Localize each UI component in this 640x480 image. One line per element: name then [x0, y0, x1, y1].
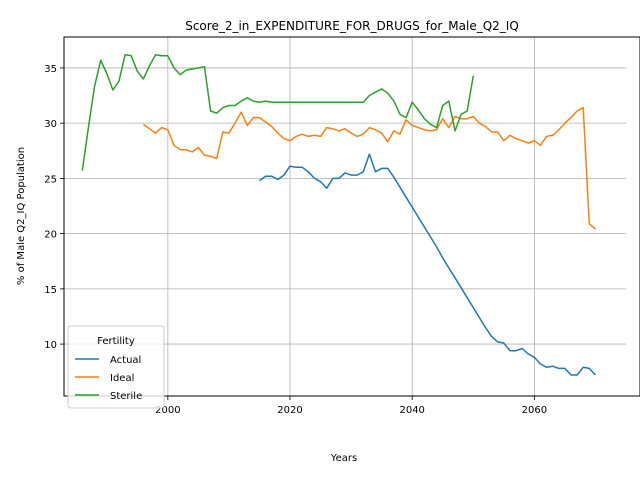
x-axis-label: Years: [330, 453, 357, 464]
series-line-sterile: [81, 53, 475, 171]
legend: Fertility Actual Ideal Sterile: [67, 325, 165, 409]
x-axis: 2000 2020 2040 2060: [155, 396, 547, 416]
legend-label-actual: Actual: [110, 355, 141, 366]
y-tick-label: 35: [44, 64, 57, 75]
grid: [64, 37, 626, 396]
legend-items: Actual Ideal Sterile: [75, 355, 142, 402]
x-tick-label: 2060: [522, 405, 547, 416]
x-tick-label: 2000: [155, 405, 180, 416]
series-line-ideal: [142, 106, 596, 230]
x-tick-label: 2040: [399, 405, 424, 416]
y-tick-label: 30: [44, 119, 57, 130]
legend-box: [67, 325, 165, 409]
y-tick-label: 15: [44, 285, 57, 296]
plot-frame: [63, 36, 640, 397]
x-tick-label: 2020: [277, 405, 302, 416]
legend-label-ideal: Ideal: [110, 373, 134, 384]
y-tick-label: 25: [44, 174, 57, 185]
y-tick-label: 10: [44, 340, 57, 351]
y-tick-label: 20: [44, 230, 57, 241]
chart-title: Score_2_in_EXPENDITURE_FOR_DRUGS_for_Mal…: [185, 19, 519, 33]
legend-label-sterile: Sterile: [110, 391, 142, 402]
y-axis-label: % of Male Q2_IQ Population: [16, 147, 27, 285]
y-axis: 10 15 20 25 30 35: [44, 64, 64, 351]
series-line-actual: [259, 153, 597, 376]
series-lines: [81, 53, 597, 376]
legend-title: Fertility: [97, 336, 135, 347]
